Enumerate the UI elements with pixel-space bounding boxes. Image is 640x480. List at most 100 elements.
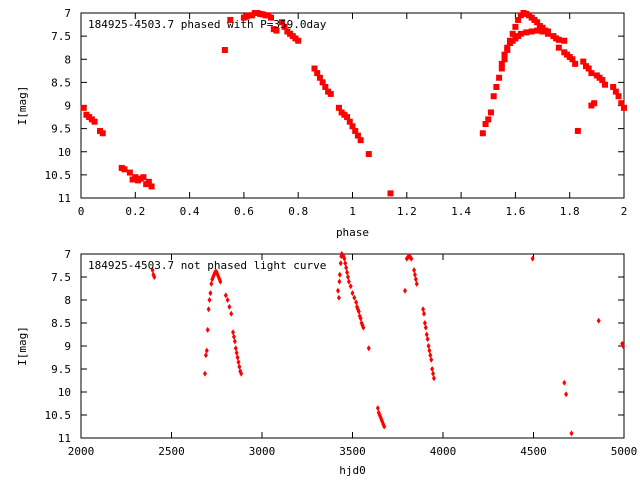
y-tick-label: 7 [64, 7, 71, 20]
data-point [350, 290, 355, 297]
data-point [208, 290, 213, 297]
plot-frame [80, 12, 625, 199]
data-point [530, 255, 535, 262]
data-point [121, 166, 128, 173]
y-tick-label: 10.5 [45, 169, 72, 182]
data-point [352, 127, 359, 134]
data-point [357, 137, 364, 144]
data-point [523, 29, 530, 36]
data-point [534, 27, 541, 34]
data-point [233, 345, 238, 352]
unphased-light-curve-panel: 2000 2500 3000 3500 4000 4500 5000 7 7.5 8 8.5 9 9.5… [16, 248, 637, 477]
data-point [126, 169, 133, 176]
data-point [610, 84, 617, 90]
data-point [612, 88, 619, 95]
data-point [206, 306, 211, 313]
data-point [412, 271, 417, 278]
data-point [601, 81, 608, 88]
data-point [487, 109, 494, 116]
x-tick-label: 1.2 [397, 205, 417, 218]
data-point [91, 118, 98, 125]
data-point [528, 28, 535, 35]
data-point [421, 306, 426, 313]
data-point [596, 317, 601, 324]
x-tick-label: 0.6 [234, 205, 254, 218]
data-point [421, 310, 426, 317]
y-tick-label: 7 [64, 248, 71, 261]
y-tick-label: 9.5 [51, 363, 71, 376]
data-point [132, 174, 139, 181]
data-point [336, 287, 341, 294]
data-point [356, 308, 361, 315]
data-point [424, 331, 429, 338]
y-tick-label: 11 [58, 432, 71, 445]
data-point [218, 278, 223, 285]
y-axis-label: I[mag] [16, 86, 29, 126]
y-tick-label: 10.5 [45, 409, 72, 422]
chart-title: 184925-4503.7 phased with P=359.0day [88, 18, 327, 31]
x-axis-label: phase [336, 226, 369, 239]
data-point [621, 104, 627, 111]
data-point [223, 292, 228, 299]
data-point [295, 37, 302, 44]
data-point [80, 104, 87, 111]
data-point [327, 90, 334, 97]
data-point [564, 391, 569, 398]
data-point [337, 278, 342, 285]
data-point [319, 79, 326, 86]
y-tick-label: 9 [64, 340, 71, 353]
data-point [580, 58, 587, 65]
y-tick-label: 9.5 [51, 123, 71, 136]
x-axis-label: hjd0 [339, 464, 366, 477]
x-tick-label: 2000 [68, 445, 95, 458]
data-point [342, 255, 347, 262]
x-tick-label: 4000 [430, 445, 457, 458]
data-point [375, 405, 380, 412]
data-point [316, 74, 323, 81]
data-point [431, 375, 436, 382]
data-point [349, 123, 356, 130]
data-point [99, 130, 106, 137]
y-tick-label: 9 [64, 100, 71, 113]
data-point [150, 267, 155, 274]
y-tick-label: 8.5 [51, 76, 71, 89]
data-point [515, 16, 522, 23]
data-point [354, 299, 359, 306]
data-point [205, 326, 210, 333]
data-point [278, 19, 285, 26]
x-tick-label: 1 [349, 205, 356, 218]
x-tick-label: 4500 [520, 445, 547, 458]
data-point [572, 60, 579, 67]
data-point [209, 280, 214, 287]
data-point [414, 280, 419, 287]
data-point [361, 324, 366, 331]
x-tick-label: 5000 [611, 445, 638, 458]
data-point [203, 352, 208, 359]
x-tick-label: 0 [78, 205, 85, 218]
data-point [232, 338, 237, 345]
data-point [337, 271, 342, 278]
data-point [485, 116, 492, 123]
data-point [148, 183, 155, 190]
phased-light-curve-panel: 0 0.2 0.4 0.6 0.8 1 1.2 1.4 1.6 1.8 2 7 7.5 8 8.5 9 9.5 1… [16, 7, 627, 239]
data-point [427, 347, 432, 354]
data-point [229, 310, 234, 317]
data-point [235, 354, 240, 361]
y-tick-label: 10 [58, 386, 71, 399]
data-point [426, 343, 431, 349]
data-point [237, 363, 242, 370]
data-point [354, 132, 361, 139]
data-point [202, 370, 207, 377]
data-point [512, 23, 519, 30]
data-point [591, 100, 598, 107]
data-point [555, 44, 562, 51]
data-point [569, 430, 574, 437]
data-point [585, 65, 592, 72]
x-tick-label: 0.4 [180, 205, 200, 218]
data-point [431, 370, 436, 377]
data-point [555, 36, 562, 43]
data-point [346, 278, 351, 285]
y-tick-label: 8.5 [51, 317, 71, 330]
x-tick-label: 2 [621, 205, 628, 218]
